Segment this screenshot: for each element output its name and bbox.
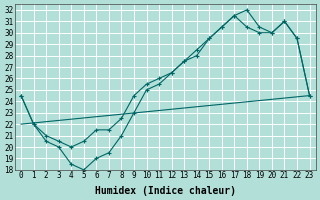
X-axis label: Humidex (Indice chaleur): Humidex (Indice chaleur) (95, 186, 236, 196)
